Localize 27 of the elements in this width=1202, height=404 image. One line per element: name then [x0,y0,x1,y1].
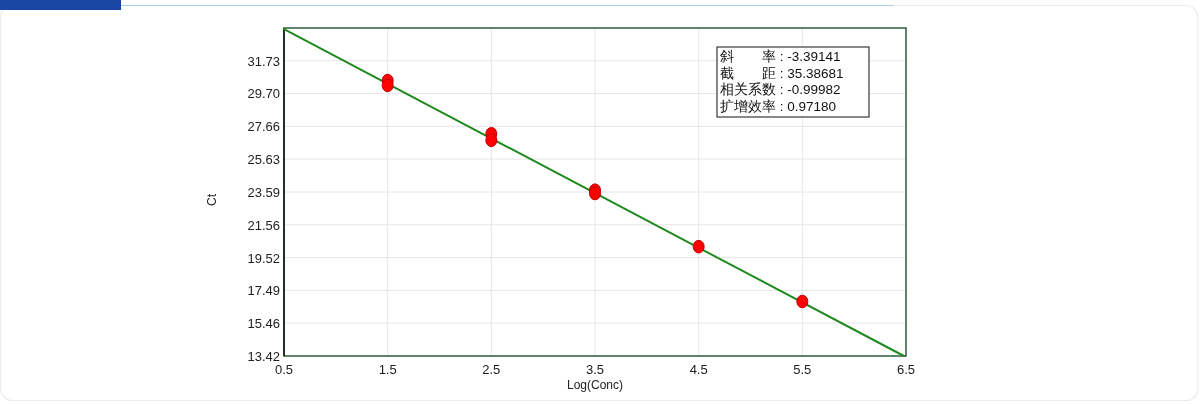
y-tick-label: 23.59 [247,185,280,200]
annotation: 扩增效率 : 0.97180 [720,98,837,114]
y-tick-label: 17.49 [247,283,280,299]
x-tick-label: 6.5 [896,362,916,377]
annotation: 截 距 : 35.38681 [720,65,844,81]
y-axis-title: Ct [205,193,219,206]
y-tick-label: 19.52 [247,250,280,266]
point [381,78,394,93]
y-tick-label: 25.63 [247,152,280,168]
y-tick-label: 13.42 [247,349,280,364]
point [796,294,809,309]
y-tick-label: 21.56 [247,217,280,233]
point [485,133,498,148]
y-tick-label: 27.66 [247,119,280,135]
x-tick-label: 1.5 [378,362,397,377]
x-tick-label: 5.5 [793,362,812,377]
annotation: 斜 率 : -3.39141 [720,49,841,64]
x-tick-label: 4.5 [689,362,708,377]
point [692,239,705,254]
y-tick-label: 31.73 [247,53,280,69]
x-axis-title: Log(Conc) [566,378,624,392]
y-tick-label: 15.46 [247,316,280,332]
x-tick-label: 3.5 [585,362,605,377]
y-tick-label: 29.70 [247,86,280,102]
annotation: 相关系数 : -0.99982 [720,82,841,97]
x-tick-label: 0.5 [274,362,294,377]
x-tick-label: 2.5 [482,362,501,377]
